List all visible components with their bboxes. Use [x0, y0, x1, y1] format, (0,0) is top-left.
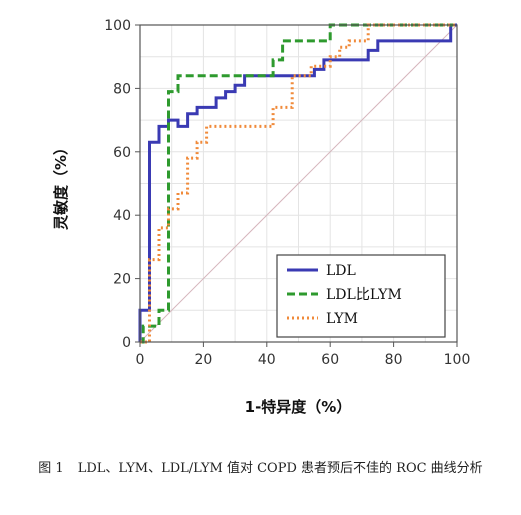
y-axis-title: 灵敏度（%）	[52, 140, 70, 230]
series-line-0	[138, 23, 457, 342]
figure-caption: 图 1 LDL、LYM、LDL/LYM 值对 COPD 患者预后不佳的 ROC 曲…	[0, 458, 521, 480]
x-tick-label: 20	[194, 352, 212, 368]
y-tick-label: 40	[113, 208, 131, 224]
x-tick-label: 60	[321, 352, 339, 368]
reference-diagonal-line	[139, 24, 458, 343]
x-axis-title: 1-特异度（%）	[245, 398, 352, 416]
legend-label-1: LDL比LYM	[326, 287, 402, 303]
legend: LDL LDL比LYM LYM	[276, 254, 446, 338]
caption-text: LDL、LYM、LDL/LYM 值对 COPD 患者预后不佳的 ROC 曲线分析	[77, 461, 483, 476]
y-tick-label: 0	[122, 335, 131, 351]
series-line-2	[140, 23, 457, 344]
series-line-1	[140, 23, 457, 344]
x-tick-label: 100	[444, 352, 471, 368]
plot-frame	[139, 24, 458, 343]
axis-ticks: 0 20 40 60 80 100 0 20 40 60 80 100	[104, 18, 470, 368]
legend-label-2: LYM	[326, 311, 358, 327]
y-tick-label: 80	[113, 81, 131, 97]
roc-chart: 0 20 40 60 80 100 0 20 40 60 80 100 1-特异度（%） 灵敏度（%）…	[52, 18, 470, 416]
y-tick-label: 60	[113, 145, 131, 161]
x-tick-label: 40	[258, 352, 276, 368]
y-tick-label: 20	[113, 272, 131, 288]
series-layer	[138, 23, 457, 344]
legend-label-0: LDL	[326, 263, 356, 279]
y-tick-label: 100	[104, 18, 131, 34]
figure-number: 图 1	[38, 461, 64, 476]
x-tick-label: 0	[136, 352, 145, 368]
x-tick-label: 80	[385, 352, 403, 368]
